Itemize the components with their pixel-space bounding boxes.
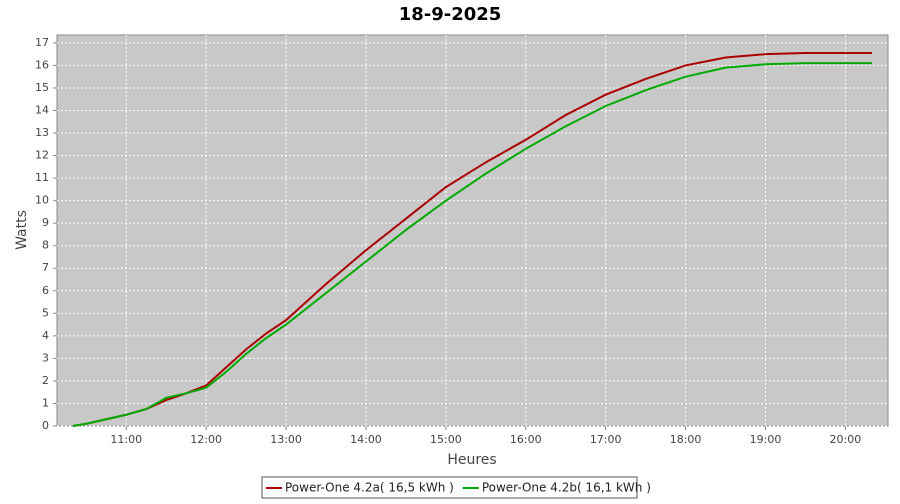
- y-tick-label: 4: [42, 329, 49, 342]
- y-tick-label: 14: [35, 103, 49, 116]
- y-axis-label: Watts: [14, 210, 30, 250]
- y-tick-label: 6: [42, 284, 49, 297]
- y-tick-label: 0: [42, 419, 49, 432]
- x-tick-label: 20:00: [830, 433, 862, 446]
- x-tick-label: 11:00: [110, 433, 142, 446]
- y-tick-label: 11: [35, 171, 49, 184]
- y-tick-label: 17: [35, 36, 49, 49]
- x-axis-label: Heures: [447, 452, 496, 468]
- y-tick-label: 13: [35, 126, 49, 139]
- x-tick-label: 12:00: [190, 433, 222, 446]
- y-tick-label: 8: [42, 239, 49, 252]
- y-tick-label: 16: [35, 58, 49, 71]
- x-tick-label: 14:00: [350, 433, 382, 446]
- x-tick-label: 16:00: [510, 433, 542, 446]
- chart-title: 18-9-2025: [399, 4, 502, 25]
- plot-area: [56, 34, 889, 427]
- line: [72, 62, 873, 427]
- y-tick-label: 12: [35, 149, 49, 162]
- y-tick-label: 10: [35, 194, 49, 207]
- legend-label: Power-One 4.2a( 16,5 kWh ): [285, 481, 454, 495]
- x-tick-label: 15:00: [430, 433, 462, 446]
- y-tick-label: 1: [42, 396, 49, 409]
- y-tick-label: 5: [42, 306, 49, 319]
- x-tick-label: 13:00: [270, 433, 302, 446]
- y-tick-label: 2: [42, 374, 49, 387]
- y-tick-label: 15: [35, 81, 49, 94]
- x-tick-label: 17:00: [590, 433, 622, 446]
- y-tick-label: 7: [42, 261, 49, 274]
- x-tick-label: 18:00: [670, 433, 702, 446]
- legend-label: Power-One 4.2b( 16,1 kWh ): [482, 481, 651, 495]
- legend: [261, 476, 638, 499]
- y-tick-label: 9: [42, 216, 49, 229]
- y-tick-label: 3: [42, 351, 49, 364]
- x-tick-label: 19:00: [750, 433, 782, 446]
